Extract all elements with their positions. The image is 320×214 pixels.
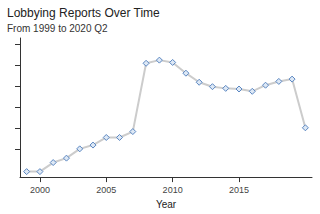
svg-text:2010: 2010 — [163, 185, 183, 195]
svg-text:2000: 2000 — [30, 185, 50, 195]
svg-text:2015: 2015 — [229, 185, 249, 195]
svg-text:Year: Year — [156, 199, 177, 210]
svg-text:From 1999 to 2020 Q2: From 1999 to 2020 Q2 — [7, 23, 108, 34]
svg-text:2005: 2005 — [96, 185, 116, 195]
svg-text:Lobbying Reports Over Time: Lobbying Reports Over Time — [7, 6, 160, 20]
